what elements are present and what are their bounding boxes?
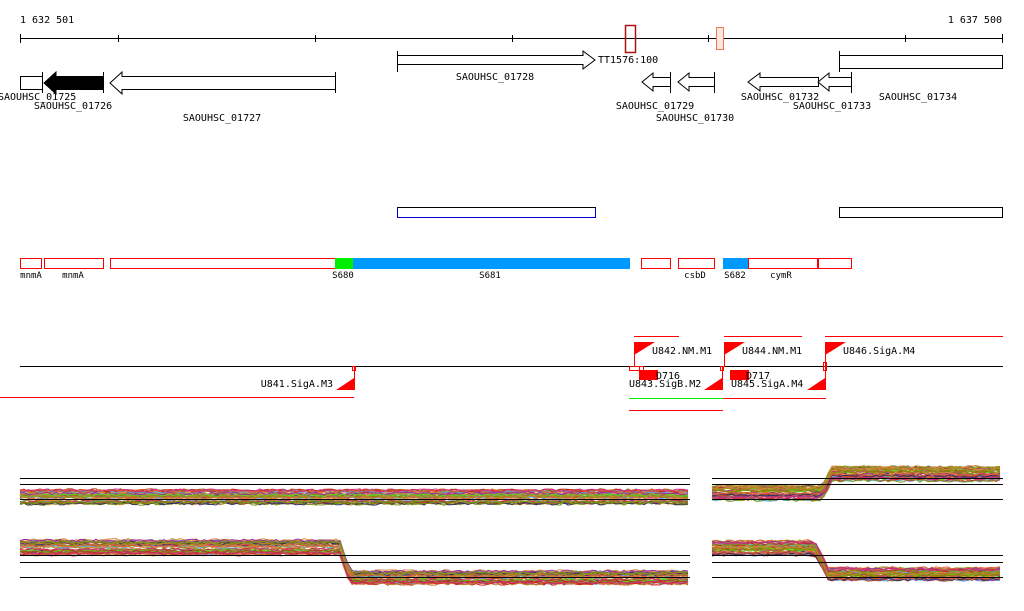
gene-SAOUHSC_01730[interactable] [677, 71, 715, 93]
feature-S682[interactable] [723, 258, 748, 269]
profile-line-top-right [711, 469, 1001, 493]
profile-line-bottom-right [711, 543, 1001, 574]
feature-box[interactable] [641, 258, 671, 269]
profile-line-top-left [19, 499, 689, 504]
feature-S681[interactable] [353, 258, 630, 269]
gene-label: SAOUHSC_01726 [34, 101, 112, 112]
feature-label: S681 [479, 271, 501, 281]
gene-label: SAOUHSC_01734 [879, 92, 957, 103]
tu-label[interactable]: U843.SigB.M2 [629, 379, 701, 390]
gene-label: SAOUHSC_01729 [616, 101, 694, 112]
feature-label: S682 [724, 271, 746, 281]
profile-line-bottom-left [19, 548, 689, 583]
profile-line-bottom-right [711, 545, 1001, 576]
gene-label: SAOUHSC_01728 [456, 72, 534, 83]
profile-line-top-right [711, 472, 1001, 496]
profile-line-top-left [19, 494, 688, 499]
D717-block [730, 370, 749, 380]
feature-S680[interactable] [335, 258, 353, 269]
gene-label: SAOUHSC_01725 [0, 92, 76, 103]
gene-SAOUHSC_01732[interactable] [747, 72, 819, 92]
tu-label[interactable]: U841.SigA.M3 [261, 379, 333, 390]
profile-line-top-right [711, 467, 1001, 491]
tu-label[interactable]: U846.SigA.M4 [843, 346, 915, 357]
feature-label: mnmA [62, 271, 84, 281]
transcription-unit-track [0, 336, 1003, 411]
profile-line-bottom-left [19, 542, 689, 577]
profile-line-bottom-left [19, 540, 689, 575]
profile-line-top-right [711, 478, 1001, 502]
region-box[interactable] [839, 207, 1003, 218]
gene-SAOUHSC_01727[interactable] [109, 70, 336, 96]
marker-label: TT1576:100 [598, 55, 658, 66]
tu-label[interactable]: D717 [746, 371, 770, 382]
feature-label: S680 [332, 271, 354, 281]
feature-label: mnmA [20, 271, 42, 281]
marker-light[interactable] [716, 27, 724, 50]
tu-label[interactable]: U845.SigA.M4 [731, 379, 803, 390]
gene-label: SAOUHSC_01733 [793, 101, 871, 112]
gene-label: SAOUHSC_01727 [183, 113, 261, 124]
feature-box[interactable] [110, 258, 336, 269]
feature-label: cymR [770, 271, 792, 281]
tu-label[interactable]: U844.NM.M1 [742, 346, 802, 357]
gene-label: SAOUHSC_01732 [741, 92, 819, 103]
gene-label: SAOUHSC_01730 [656, 113, 734, 124]
ruler-end-label: 1 637 500 [948, 15, 1002, 26]
D716-block [639, 370, 658, 380]
profile-line-top-left [19, 491, 689, 496]
gene-SAOUHSC_01726[interactable] [43, 70, 104, 96]
tu-label[interactable]: U842.NM.M1 [652, 346, 712, 357]
profile-line-bottom-right [711, 540, 1001, 572]
gene-SAOUHSC_01728[interactable] [397, 50, 596, 70]
feature-cymR[interactable] [748, 258, 818, 269]
expression-profiles [19, 465, 1003, 586]
profile-line-bottom-right [711, 550, 1001, 580]
feature-csbD[interactable] [678, 258, 715, 269]
profile-line-top-right [711, 474, 1001, 498]
profile-line-bottom-left [19, 551, 689, 585]
profile-line-top-left [19, 488, 689, 493]
gene-SAOUHSC_01729[interactable] [641, 71, 671, 93]
feature-mnmA[interactable] [44, 258, 104, 269]
coordinate-ruler [20, 34, 1003, 43]
ruler-start-label: 1 632 501 [20, 15, 74, 26]
gene-SAOUHSC_01725[interactable] [20, 76, 43, 90]
feature-label: csbD [684, 271, 706, 281]
feature-box[interactable] [818, 258, 852, 269]
gene-SAOUHSC_01734[interactable] [839, 55, 1003, 69]
profile-line-bottom-right [711, 546, 1001, 577]
profile-line-top-left [19, 493, 689, 498]
feature-mnmA[interactable] [20, 258, 42, 269]
region-box[interactable] [397, 207, 596, 218]
marker-dark[interactable] [624, 24, 637, 54]
gene-SAOUHSC_01733[interactable] [817, 71, 852, 93]
profile-line-top-right [711, 465, 1001, 488]
tu-label[interactable]: D716 [656, 371, 680, 382]
